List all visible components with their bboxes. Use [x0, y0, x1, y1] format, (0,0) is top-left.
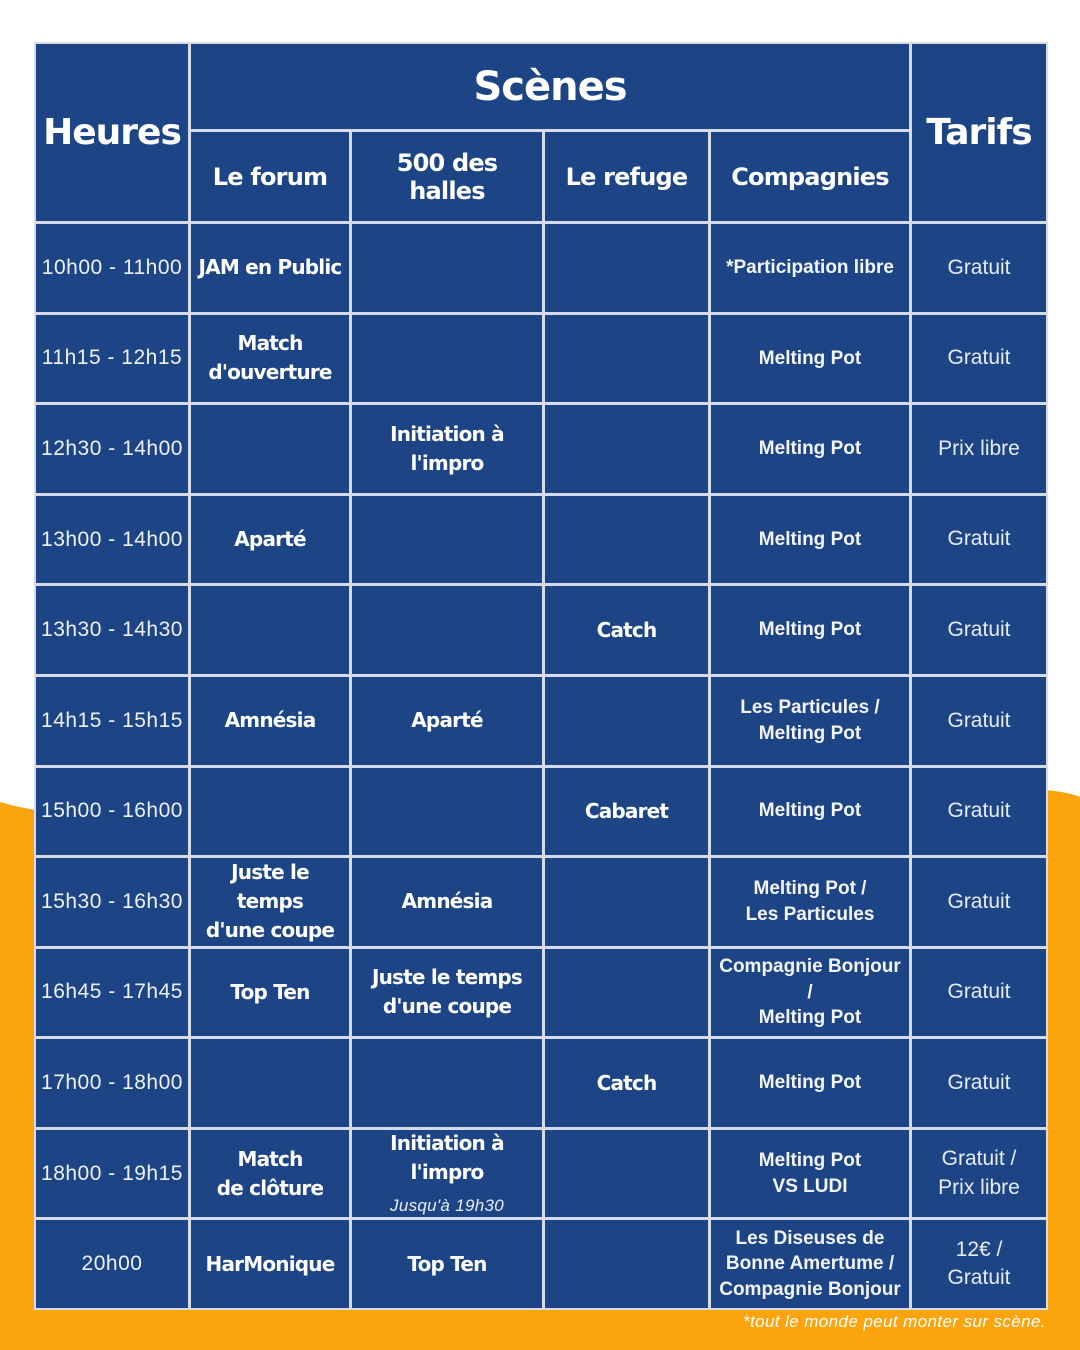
cell-refuge: Catch: [545, 586, 708, 674]
cell-compagnies: Melting Pot VS LUDI: [711, 1129, 909, 1218]
cell-time: 14h15 - 15h15: [36, 676, 188, 765]
cell-tarif: Gratuit: [912, 495, 1046, 584]
cell-compagnies: Melting Pot: [711, 495, 909, 584]
footnote: *tout le monde peut monter sur scène.: [742, 1312, 1046, 1331]
cell-refuge: [545, 495, 708, 584]
cell-halles: Initiation à l'impro Jusqu'à 19h30: [352, 1129, 542, 1218]
cell-halles: Initiation à l'impro: [352, 405, 542, 493]
header-heures: Heures: [36, 44, 188, 221]
cell-halles: [352, 495, 542, 584]
cell-halles: Juste le temps d'une coupe: [352, 948, 542, 1037]
cell-tarif: 12€ / Gratuit: [912, 1220, 1046, 1308]
cell-tarif: Prix libre: [912, 405, 1046, 493]
cell-halles: [352, 1039, 542, 1127]
header-tarifs: Tarifs: [912, 44, 1046, 221]
cell-forum: Match de clôture: [191, 1129, 349, 1218]
header-venue-le-forum: Le forum: [191, 132, 349, 221]
cell-tarif: Gratuit: [912, 676, 1046, 765]
cell-time: 18h00 - 19h15: [36, 1129, 188, 1218]
cell-compagnies: Melting Pot: [711, 405, 909, 493]
event-title: Initiation à l'impro: [390, 1130, 505, 1184]
cell-compagnies: Les Particules / Melting Pot: [711, 676, 909, 765]
cell-forum: [191, 586, 349, 674]
cell-refuge: Cabaret: [545, 767, 708, 856]
cell-time: 15h00 - 16h00: [36, 767, 188, 856]
cell-refuge: [545, 1129, 708, 1218]
cell-tarif: Gratuit: [912, 767, 1046, 856]
cell-refuge: [545, 1220, 708, 1308]
cell-halles: [352, 224, 542, 312]
cell-compagnies: *Participation libre: [711, 224, 909, 312]
cell-halles: Aparté: [352, 676, 542, 765]
header-venue-le-refuge: Le refuge: [545, 132, 708, 221]
cell-tarif: Gratuit: [912, 948, 1046, 1037]
cell-compagnies: Melting Pot: [711, 767, 909, 856]
cell-tarif: Gratuit: [912, 1039, 1046, 1127]
cell-forum: Match d'ouverture: [191, 314, 349, 403]
cell-compagnies: Melting Pot: [711, 314, 909, 403]
cell-refuge: [545, 676, 708, 765]
cell-forum: [191, 405, 349, 493]
cell-refuge: [545, 405, 708, 493]
cell-forum: HarMonique: [191, 1220, 349, 1308]
cell-forum: Amnésia: [191, 676, 349, 765]
cell-tarif: Gratuit: [912, 858, 1046, 946]
cell-time: 11h15 - 12h15: [36, 314, 188, 403]
cell-time: 15h30 - 16h30: [36, 858, 188, 946]
cell-compagnies: Melting Pot: [711, 586, 909, 674]
cell-compagnies: Compagnie Bonjour / Melting Pot: [711, 948, 909, 1037]
event-time-note: Jusqu'à 19h30: [390, 1195, 504, 1215]
cell-refuge: [545, 858, 708, 946]
cell-time: 16h45 - 17h45: [36, 948, 188, 1037]
cell-refuge: [545, 314, 708, 403]
cell-time: 20h00: [36, 1220, 188, 1308]
cell-compagnies: Les Diseuses de Bonne Amertume / Compagn…: [711, 1220, 909, 1308]
cell-forum: JAM en Public: [191, 224, 349, 312]
cell-forum: Top Ten: [191, 948, 349, 1037]
cell-time: 13h00 - 14h00: [36, 495, 188, 584]
header-venue-compagnies: Compagnies: [711, 132, 909, 221]
cell-tarif: Gratuit: [912, 314, 1046, 403]
cell-refuge: Catch: [545, 1039, 708, 1127]
cell-time: 12h30 - 14h00: [36, 405, 188, 493]
cell-forum: [191, 1039, 349, 1127]
schedule-table: Heures Scènes Tarifs Le forum 500 des ha…: [34, 42, 1048, 1310]
cell-halles: Amnésia: [352, 858, 542, 946]
header-venue-500-des-halles: 500 des halles: [352, 132, 542, 221]
cell-tarif: Gratuit: [912, 586, 1046, 674]
cell-halles: [352, 767, 542, 856]
header-scenes: Scènes: [191, 44, 909, 129]
cell-refuge: [545, 948, 708, 1037]
cell-tarif: Gratuit / Prix libre: [912, 1129, 1046, 1218]
cell-time: 13h30 - 14h30: [36, 586, 188, 674]
cell-forum: Aparté: [191, 495, 349, 584]
cell-forum: [191, 767, 349, 856]
cell-refuge: [545, 224, 708, 312]
cell-compagnies: Melting Pot / Les Particules: [711, 858, 909, 946]
cell-halles: [352, 314, 542, 403]
cell-halles: Top Ten: [352, 1220, 542, 1308]
cell-forum: Juste le temps d'une coupe: [191, 858, 349, 946]
cell-time: 17h00 - 18h00: [36, 1039, 188, 1127]
cell-time: 10h00 - 11h00: [36, 224, 188, 312]
cell-compagnies: Melting Pot: [711, 1039, 909, 1127]
cell-tarif: Gratuit: [912, 224, 1046, 312]
cell-halles: [352, 586, 542, 674]
